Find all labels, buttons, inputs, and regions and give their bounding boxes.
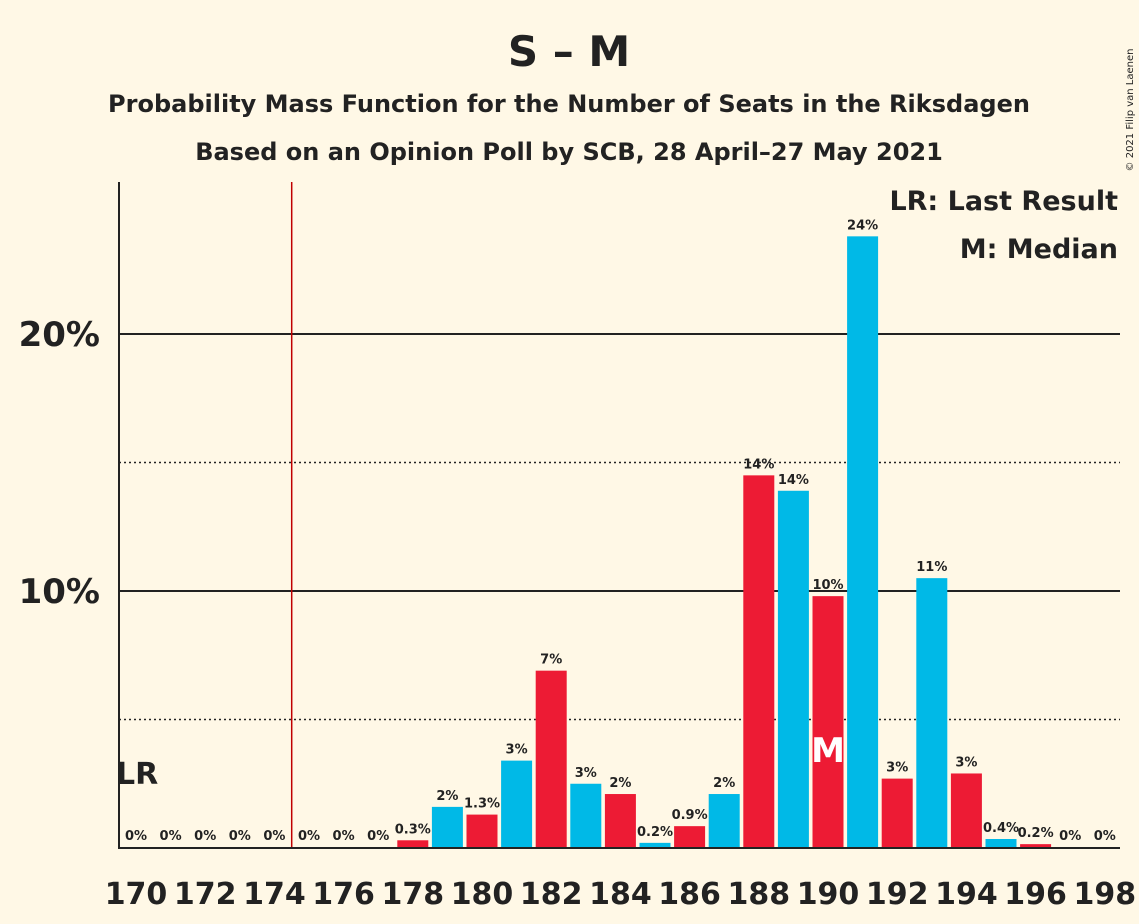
bar-189 xyxy=(777,490,809,848)
bars: 0% 0% 0% 0% 0% 0% 0% 0% 0.3%2%1.3%3%7%3%2%0.2%0.… xyxy=(125,218,1116,849)
bar-191 xyxy=(847,236,879,849)
bar-label-179: 2% xyxy=(436,789,458,804)
x-tick-labels: 170 172 174 176 178 180 182 184 186 188 190 192 194 1… xyxy=(105,877,1136,912)
bar-188 xyxy=(743,475,775,848)
bar-label-190: 10% xyxy=(812,578,843,593)
bar-label-173: 0% xyxy=(229,829,251,844)
x-tick-176: 176 xyxy=(312,877,375,912)
bar-label-195: 0.4% xyxy=(983,821,1019,836)
bar-label-183: 3% xyxy=(575,766,597,781)
x-tick-182: 182 xyxy=(520,877,583,912)
bar-label-178: 0.3% xyxy=(395,822,431,837)
bar-label-192: 3% xyxy=(886,761,908,776)
x-tick-186: 186 xyxy=(658,877,721,912)
x-tick-178: 178 xyxy=(381,877,444,912)
bar-182 xyxy=(535,670,567,848)
bar-192 xyxy=(881,778,913,848)
x-tick-192: 192 xyxy=(866,877,929,912)
x-tick-172: 172 xyxy=(174,877,237,912)
bar-195 xyxy=(985,839,1017,848)
bar-label-176: 0% xyxy=(333,829,355,844)
chart-subtitle-2: Based on an Opinion Poll by SCB, 28 Apri… xyxy=(195,138,943,166)
x-tick-194: 194 xyxy=(935,877,998,912)
x-tick-174: 174 xyxy=(243,877,306,912)
copyright-notice: © 2021 Filip van Laenen xyxy=(1125,49,1136,172)
chart-title: S – M xyxy=(508,27,630,76)
y-tick-labels: 10% 20% xyxy=(19,315,100,612)
last-result-marker: LR xyxy=(116,757,158,792)
bar-196 xyxy=(1020,844,1052,848)
bar-label-191: 24% xyxy=(847,218,878,233)
bar-label-186: 0.9% xyxy=(672,808,708,823)
bar-label-181: 3% xyxy=(506,743,528,758)
legend-last-result: LR: Last Result xyxy=(889,186,1118,217)
x-tick-188: 188 xyxy=(727,877,790,912)
bar-label-171: 0% xyxy=(160,829,182,844)
bar-label-172: 0% xyxy=(194,829,216,844)
bar-label-197: 0% xyxy=(1059,829,1081,844)
x-tick-170: 170 xyxy=(105,877,168,912)
x-tick-198: 198 xyxy=(1073,877,1136,912)
bar-label-174: 0% xyxy=(263,829,285,844)
bar-label-196: 0.2% xyxy=(1018,826,1054,841)
bar-193 xyxy=(916,578,948,848)
bar-label-175: 0% xyxy=(298,829,320,844)
x-tick-196: 196 xyxy=(1004,877,1067,912)
bar-label-187: 2% xyxy=(713,776,735,791)
median-marker: M xyxy=(811,731,845,771)
overlay: LR M xyxy=(116,182,845,848)
bar-183 xyxy=(570,783,602,848)
x-tick-180: 180 xyxy=(451,877,514,912)
bar-194 xyxy=(950,773,982,848)
bar-179 xyxy=(431,806,463,848)
bar-180 xyxy=(466,814,498,848)
bar-label-198: 0% xyxy=(1094,829,1116,844)
bar-187 xyxy=(708,794,740,848)
y-tick-20: 20% xyxy=(19,315,100,355)
bar-label-184: 2% xyxy=(609,776,631,791)
bar-label-193: 11% xyxy=(916,560,947,575)
bar-label-188: 14% xyxy=(743,457,774,472)
bar-label-170: 0% xyxy=(125,829,147,844)
bar-label-182: 7% xyxy=(540,653,562,668)
bar-186 xyxy=(674,826,706,848)
bar-184 xyxy=(604,794,636,848)
y-tick-10: 10% xyxy=(19,572,100,612)
bar-label-189: 14% xyxy=(778,473,809,488)
bar-label-185: 0.2% xyxy=(637,825,673,840)
bar-190 xyxy=(812,596,844,848)
bar-181 xyxy=(501,760,533,848)
gridlines xyxy=(119,333,1120,721)
bar-185 xyxy=(639,842,671,848)
bar-label-177: 0% xyxy=(367,829,389,844)
bar-label-194: 3% xyxy=(955,755,977,770)
bar-178 xyxy=(397,840,429,848)
bar-label-180: 1.3% xyxy=(464,797,500,812)
x-tick-190: 190 xyxy=(797,877,860,912)
x-tick-184: 184 xyxy=(589,877,652,912)
legend-median: M: Median xyxy=(960,234,1118,265)
chart-subtitle-1: Probability Mass Function for the Number… xyxy=(108,90,1030,118)
